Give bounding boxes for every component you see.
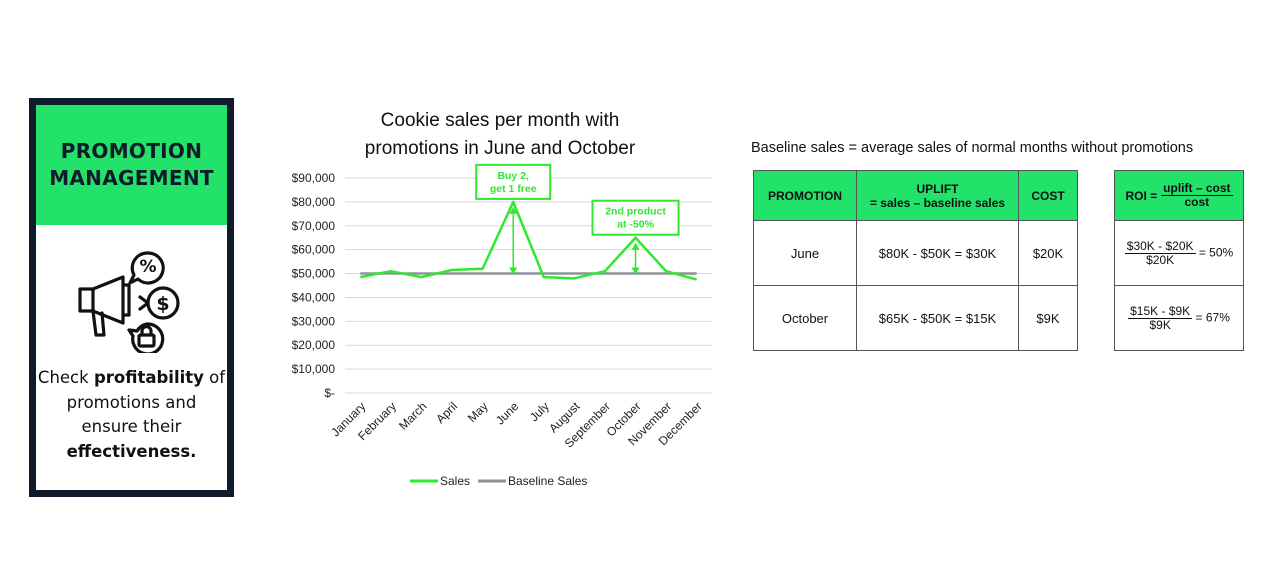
cell-uplift: $65K - $50K = $15K <box>856 285 1019 351</box>
desc-part-1: Check <box>37 368 94 387</box>
desc-part-2: of promotions and ensure their <box>66 368 226 436</box>
header-uplift-line2: = sales – baseline sales <box>869 195 1006 210</box>
uplift-arrowhead-down <box>631 267 640 275</box>
uplift-table: PROMOTION UPLIFT = sales – baseline sale… <box>753 170 1078 351</box>
roi-formula-denominator: cost <box>1184 195 1210 209</box>
y-tick-label: $40,000 <box>292 290 336 304</box>
x-tick-label: July <box>527 399 552 424</box>
roi-cell-june: $30K - $20K $20K = 50% <box>1114 220 1244 286</box>
sales-line-chart: $90,000 $80,000 $70,000 $60,000 $50,000 $40,0… <box>292 163 712 488</box>
table-row: June $80K - $50K = $30K $20K <box>753 220 1078 286</box>
y-tick-label: $70,000 <box>292 219 336 233</box>
annotation-label: get 1 free <box>490 183 537 195</box>
annotation-label: 2nd product <box>605 206 666 218</box>
desc-bold-1: profitability <box>93 368 204 387</box>
megaphone-icon: % $ <box>78 251 180 353</box>
roi-numerator: $30K - $20K <box>1124 238 1196 254</box>
card-title-line1: PROMOTION <box>60 139 203 163</box>
y-tick-label: $60,000 <box>292 243 336 257</box>
annotation-box <box>475 163 552 200</box>
y-tick-label: $10,000 <box>292 362 336 376</box>
annotation-label: at -50% <box>617 219 654 231</box>
table-row: $30K - $20K $20K = 50% <box>1114 220 1244 286</box>
roi-numerator: $15K - $9K <box>1128 303 1193 319</box>
x-tick-label: June <box>493 399 522 428</box>
svg-text:$: $ <box>156 293 169 315</box>
roi-denominator: $20K <box>1146 252 1175 267</box>
card-title: PROMOTION MANAGEMENT <box>36 105 227 225</box>
annotation-label: Buy 2, <box>497 170 529 182</box>
roi-denominator: $9K <box>1149 317 1171 332</box>
chart-title-line2: promotions in June and October <box>364 138 636 159</box>
annotation-box <box>591 199 680 236</box>
x-tick-label: March <box>396 399 429 432</box>
roi-cell-october: $15K - $9K $9K = 67% <box>1114 285 1244 351</box>
uplift-arrowhead-up <box>631 242 640 250</box>
header-cost: COST <box>1018 170 1078 221</box>
roi-result: = 67% <box>1195 310 1230 325</box>
card-title-line2: MANAGEMENT <box>49 166 214 190</box>
roi-label: ROI = <box>1125 188 1158 203</box>
cell-uplift: $80K - $50K = $30K <box>856 220 1019 286</box>
chart-title: Cookie sales per month with promotions i… <box>330 107 670 163</box>
legend-label-baseline: Baseline Sales <box>508 474 587 488</box>
y-tick-label: $30,000 <box>292 314 336 328</box>
desc-bold-2: effectiveness. <box>66 441 197 461</box>
cell-promotion: June <box>753 220 857 286</box>
header-promotion: PROMOTION <box>753 170 857 221</box>
header-uplift-line1: UPLIFT <box>916 181 959 196</box>
y-tick-label: $20,000 <box>292 338 336 352</box>
header-roi: ROI = uplift – cost cost <box>1114 170 1244 221</box>
table-row: October $65K - $50K = $15K $9K <box>753 285 1078 351</box>
y-tick-label: $- <box>324 386 335 400</box>
table-row: $15K - $9K $9K = 67% <box>1114 285 1244 351</box>
roi-formula-numerator: uplift – cost <box>1161 181 1233 196</box>
roi-table: ROI = uplift – cost cost $30K - $20K $20… <box>1114 170 1244 351</box>
cell-promotion: October <box>753 285 857 351</box>
chart-title-line1: Cookie sales per month with <box>380 110 620 131</box>
series-line-sales <box>360 200 698 281</box>
promotion-card: PROMOTION MANAGEMENT % $ <box>29 98 234 497</box>
uplift-arrowhead-up <box>509 206 518 214</box>
x-tick-label: May <box>465 399 491 425</box>
cell-cost: $9K <box>1018 285 1078 351</box>
svg-text:%: % <box>139 257 156 277</box>
x-tick-label: April <box>433 399 460 426</box>
y-tick-label: $50,000 <box>292 267 336 281</box>
uplift-arrowhead-down <box>509 267 518 275</box>
roi-result: = 50% <box>1198 245 1234 260</box>
y-tick-label: $80,000 <box>292 195 336 209</box>
header-uplift: UPLIFT = sales – baseline sales <box>856 170 1019 221</box>
y-tick-label: $90,000 <box>292 171 336 185</box>
cell-cost: $20K <box>1018 220 1078 286</box>
legend-label-sales: Sales <box>440 474 470 488</box>
baseline-note: Baseline sales = average sales of normal… <box>751 140 1194 156</box>
card-description: Check profitability of promotions and en… <box>36 366 227 464</box>
card-body: PROMOTION MANAGEMENT % $ <box>36 105 227 490</box>
